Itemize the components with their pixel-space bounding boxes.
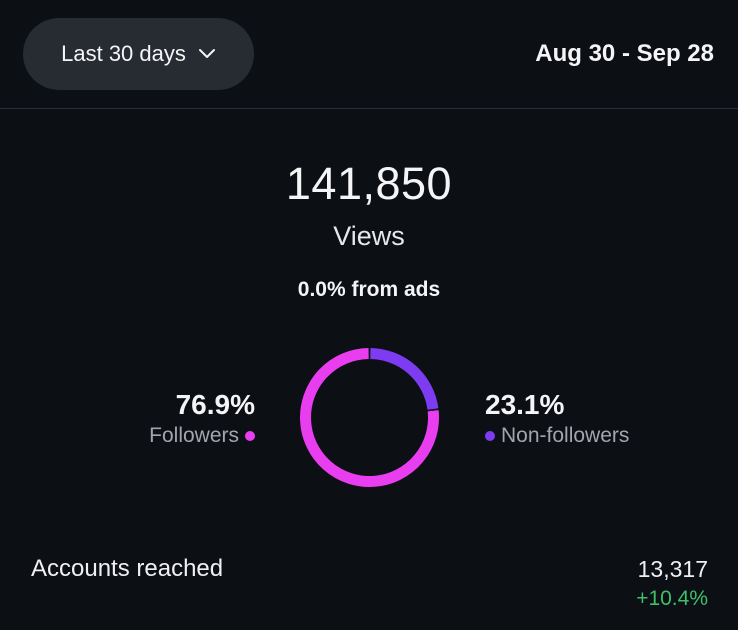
- accounts-reached-label: Accounts reached: [31, 555, 224, 582]
- donut-slice-followers: [300, 348, 439, 487]
- ads-percentage: 0.0% from ads: [297, 278, 441, 301]
- non-followers-legend: Non-followers: [485, 422, 629, 450]
- views-count: 141,850: [285, 158, 453, 209]
- followers-stat: 76.9% Followers: [149, 388, 255, 450]
- followers-label: Followers: [149, 424, 239, 447]
- date-range-dropdown-label: Last 30 days: [61, 41, 186, 66]
- non-followers-legend-dot: [485, 431, 495, 441]
- audience-donut-chart: [300, 348, 439, 487]
- donut-slice-non-followers: [370, 348, 439, 410]
- date-range-dropdown[interactable]: Last 30 days: [23, 18, 254, 90]
- accounts-reached-change: +10.4%: [636, 587, 708, 610]
- non-followers-percentage: 23.1%: [485, 389, 565, 420]
- date-range-text: Aug 30 - Sep 28: [535, 40, 714, 67]
- accounts-reached-value: 13,317: [637, 556, 708, 582]
- followers-percentage: 76.9%: [175, 389, 255, 420]
- followers-legend: Followers: [149, 422, 255, 450]
- chevron-down-icon: [198, 48, 216, 60]
- views-label: Views: [333, 221, 405, 251]
- followers-legend-dot: [245, 431, 255, 441]
- non-followers-stat: 23.1% Non-followers: [485, 388, 629, 450]
- non-followers-label: Non-followers: [501, 424, 630, 447]
- header-divider: [0, 108, 738, 109]
